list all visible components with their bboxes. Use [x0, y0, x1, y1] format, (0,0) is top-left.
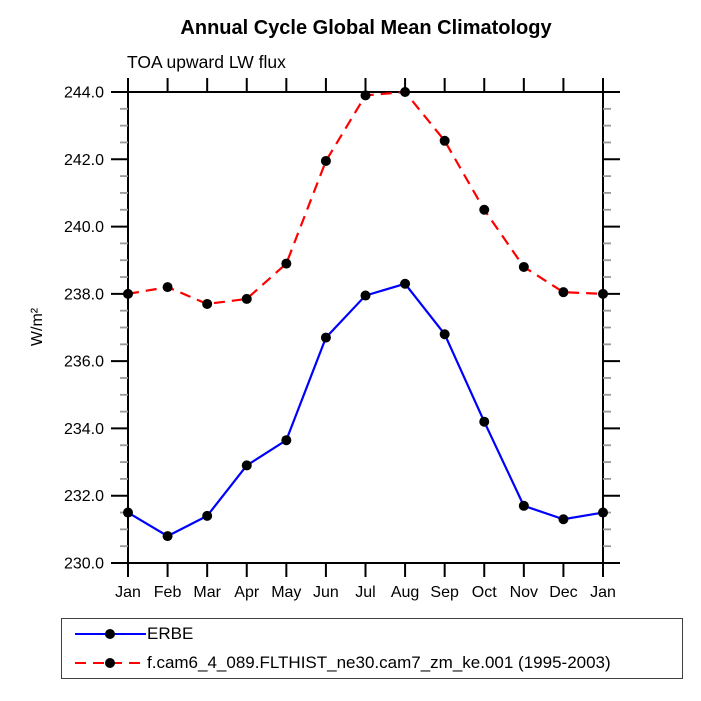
data-point-marker-model: [479, 204, 490, 215]
data-point-marker-erbe: [360, 290, 371, 301]
series-line-erbe: [127, 282, 604, 538]
x-tick-label: Jan: [590, 584, 616, 601]
legend-label-model: f.cam6_4_089.FLTHIST_ne30.cam7_zm_ke.001…: [147, 652, 611, 672]
data-point-marker-model: [320, 155, 331, 166]
chart-subtitle: TOA upward LW flux: [127, 52, 286, 72]
data-point-marker-model: [518, 261, 529, 272]
model-line-sample-icon: [75, 657, 146, 668]
y-tick-label: 242.0: [64, 152, 104, 169]
data-point-marker-erbe: [558, 514, 569, 525]
data-point-marker-model: [439, 135, 450, 146]
data-point-marker-model: [162, 282, 173, 293]
model-sample-marker-icon: [105, 657, 115, 668]
x-tick-label: Jul: [355, 584, 375, 601]
x-tick-label: Mar: [193, 584, 221, 601]
x-tick-label: Aug: [391, 584, 419, 601]
x-tick-label: Dec: [549, 584, 577, 601]
y-tick-label: 240.0: [64, 219, 104, 236]
data-point-marker-erbe: [598, 507, 608, 518]
data-point-marker-erbe: [400, 278, 411, 289]
data-point-marker-erbe: [123, 507, 133, 518]
data-point-marker-erbe: [241, 460, 252, 471]
legend-entry-erbe: ERBE: [75, 621, 682, 647]
x-tick-label: Nov: [510, 584, 538, 601]
chart-title: Annual Cycle Global Mean Climatology: [180, 17, 552, 39]
data-point-marker-model: [360, 90, 371, 101]
x-tick-label: May: [271, 584, 301, 601]
y-tick-label: 230.0: [64, 556, 104, 573]
data-point-marker-model: [281, 258, 292, 269]
data-point-marker-model: [400, 87, 411, 97]
erbe-line-sample-icon: [75, 629, 146, 640]
data-point-marker-erbe: [518, 500, 529, 511]
x-tick-label: Oct: [472, 584, 497, 601]
x-tick-label: Sep: [430, 584, 459, 601]
plot-frame: [127, 91, 604, 564]
erbe-sample-marker-icon: [105, 629, 115, 640]
data-point-marker-erbe: [281, 435, 292, 446]
data-point-marker-erbe: [202, 510, 213, 521]
data-point-marker-erbe: [320, 332, 331, 343]
data-point-marker-erbe: [162, 531, 173, 542]
y-tick-label: 244.0: [64, 85, 104, 102]
x-tick-label: Jan: [115, 584, 141, 601]
data-point-marker-erbe: [439, 329, 450, 340]
data-point-marker-model: [123, 288, 133, 299]
data-point-marker-model: [558, 287, 569, 298]
legend-label-erbe: ERBE: [147, 624, 194, 644]
data-point-marker-model: [241, 293, 252, 304]
data-point-marker-model: [598, 288, 608, 299]
data-point-marker-model: [202, 298, 213, 309]
data-point-marker-erbe: [479, 416, 490, 427]
legend-entry-model: f.cam6_4_089.FLTHIST_ne30.cam7_zm_ke.001…: [75, 650, 682, 676]
y-tick-label: 236.0: [64, 354, 104, 371]
x-tick-label: Feb: [154, 584, 182, 601]
series-line-model: [127, 90, 604, 306]
y-tick-label: 232.0: [64, 488, 104, 505]
y-tick-label: 234.0: [64, 421, 104, 438]
y-tick-label: 238.0: [64, 286, 104, 303]
legend: ERBE f.cam6_4_089.FLTHIST_ne30.cam7_zm_k…: [61, 618, 683, 679]
x-tick-label: Jun: [313, 584, 339, 601]
x-tick-label: Apr: [234, 584, 260, 601]
